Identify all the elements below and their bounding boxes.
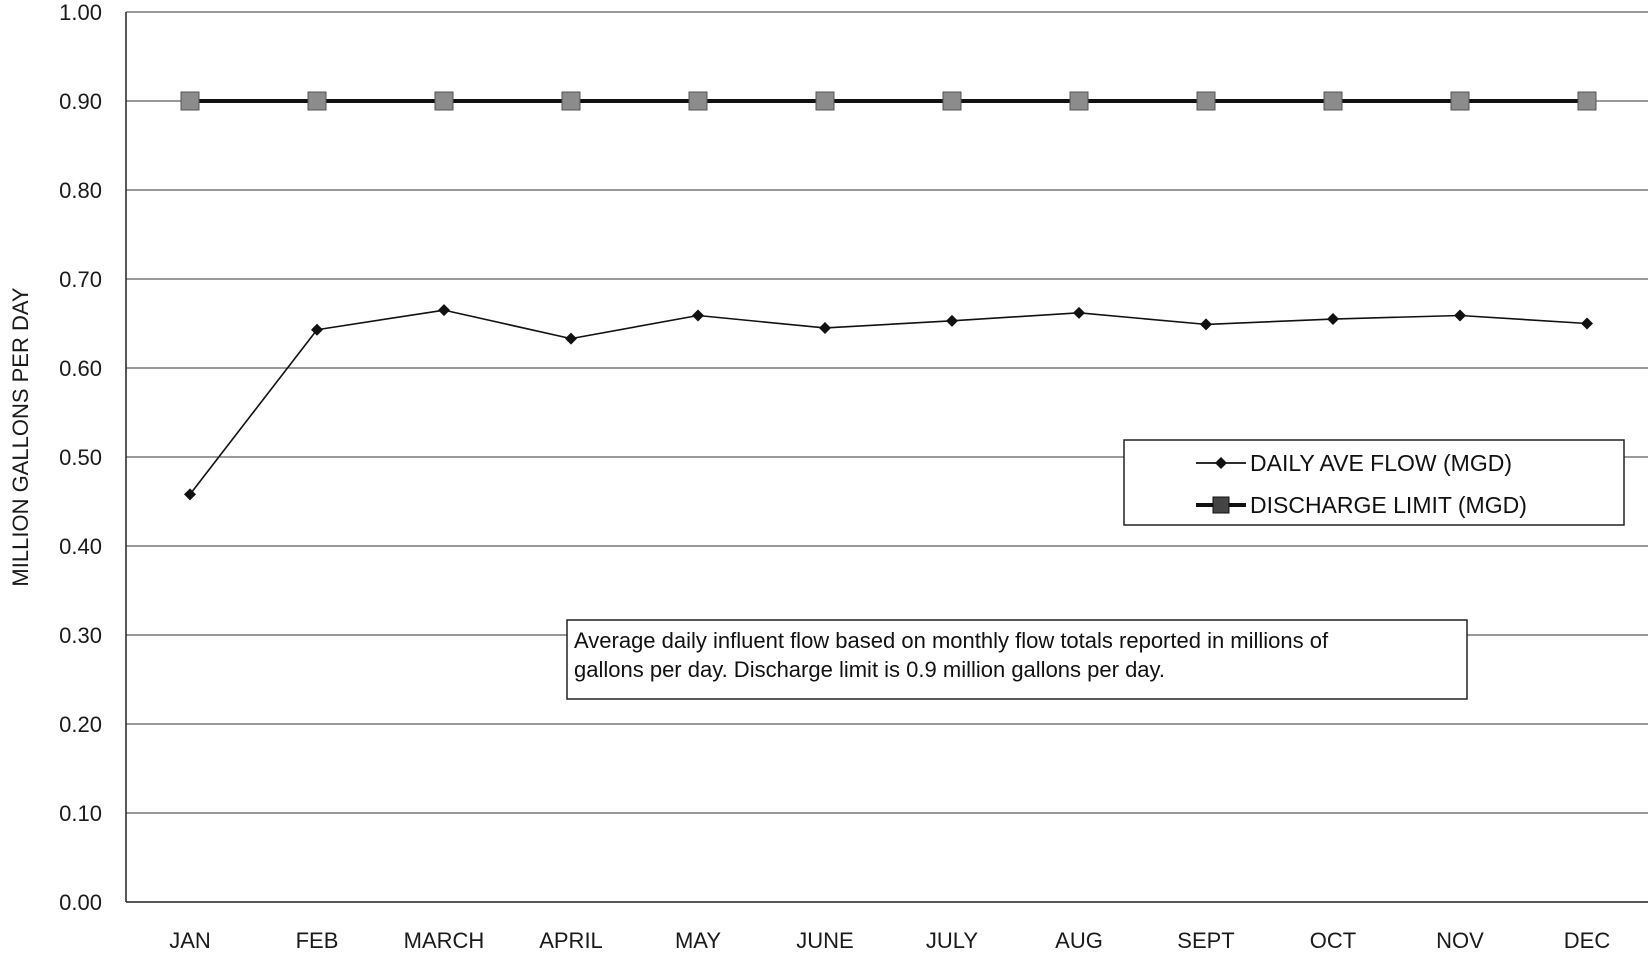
data-point: [311, 323, 323, 336]
data-point: [1200, 318, 1212, 331]
legend-entry-limit: DISCHARGE LIMIT (MGD): [1196, 492, 1527, 518]
x-tick-label: JAN: [169, 928, 211, 953]
annotation-line-1: Average daily influent flow based on mon…: [574, 628, 1329, 653]
y-tick-label: 0.70: [59, 267, 102, 292]
series-line: [189, 309, 1588, 495]
data-point: [1073, 306, 1085, 319]
x-tick-label: JULY: [926, 928, 978, 953]
data-point: [946, 314, 958, 327]
legend-limit-marker: [1212, 496, 1230, 514]
series-daily-ave-flow: [184, 304, 1593, 501]
data-point: [1196, 91, 1216, 111]
data-point: [1327, 313, 1339, 326]
data-point: [184, 488, 196, 501]
data-point: [1323, 91, 1343, 111]
annotation: Average daily influent flow based on mon…: [566, 619, 1468, 700]
data-point: [561, 91, 581, 111]
annotation-line-2: gallons per day. Discharge limit is 0.9 …: [574, 657, 1165, 682]
x-tick-label: APRIL: [539, 928, 603, 953]
y-tick-label: 0.80: [59, 178, 102, 203]
x-tick-labels: JAN FEB MARCH APRIL MAY JUNE JULY AUG SEPT OCT NOV…: [169, 928, 1610, 953]
data-point: [692, 309, 704, 322]
y-tick-label: 0.90: [59, 89, 102, 114]
data-point: [1069, 91, 1089, 111]
y-tick-label: 0.30: [59, 623, 102, 648]
legend-box: [1123, 439, 1625, 526]
data-point: [1581, 317, 1593, 330]
series-discharge-limit: [180, 91, 1597, 111]
data-point: [1577, 91, 1597, 111]
series: [180, 91, 1597, 501]
x-tick-label: SEPT: [1177, 928, 1234, 953]
y-axis-label: MILLION GALLONS PER DAY: [8, 287, 33, 586]
x-tick-label: DEC: [1564, 928, 1611, 953]
x-tick-label: MARCH: [404, 928, 485, 953]
data-point: [688, 91, 708, 111]
y-tick-label: 0.10: [59, 801, 102, 826]
y-tick-labels: 0.00 0.10 0.20 0.30 0.40 0.50 0.60 0.70 0.80 0.90…: [59, 0, 102, 915]
legend-flow-marker: [1215, 457, 1227, 469]
y-tick-label: 0.40: [59, 534, 102, 559]
x-tick-label: FEB: [296, 928, 339, 953]
data-point: [438, 304, 450, 317]
y-tick-label: 1.00: [59, 0, 102, 25]
data-point: [815, 91, 835, 111]
x-tick-label: MAY: [675, 928, 721, 953]
y-tick-label: 0.00: [59, 890, 102, 915]
legend-entry-flow: DAILY AVE FLOW (MGD): [1196, 450, 1512, 476]
axes: [125, 12, 1648, 903]
annotation-box: [566, 619, 1468, 700]
data-point: [565, 332, 577, 345]
y-tick-label: 0.60: [59, 356, 102, 381]
legend-limit-label: DISCHARGE LIMIT (MGD): [1250, 492, 1527, 518]
x-tick-label: NOV: [1436, 928, 1484, 953]
data-point: [1454, 309, 1466, 322]
x-tick-label: OCT: [1310, 928, 1356, 953]
data-point: [819, 321, 831, 334]
data-point: [180, 91, 200, 111]
data-point: [942, 91, 962, 111]
y-tick-label: 0.50: [59, 445, 102, 470]
legend: DAILY AVE FLOW (MGD) DISCHARGE LIMIT (MG…: [1123, 439, 1625, 526]
data-point: [1450, 91, 1470, 111]
x-tick-label: JUNE: [796, 928, 853, 953]
legend-flow-label: DAILY AVE FLOW (MGD): [1250, 450, 1512, 476]
y-tick-label: 0.20: [59, 712, 102, 737]
data-point: [434, 91, 454, 111]
data-point: [307, 91, 327, 111]
x-tick-label: AUG: [1055, 928, 1103, 953]
